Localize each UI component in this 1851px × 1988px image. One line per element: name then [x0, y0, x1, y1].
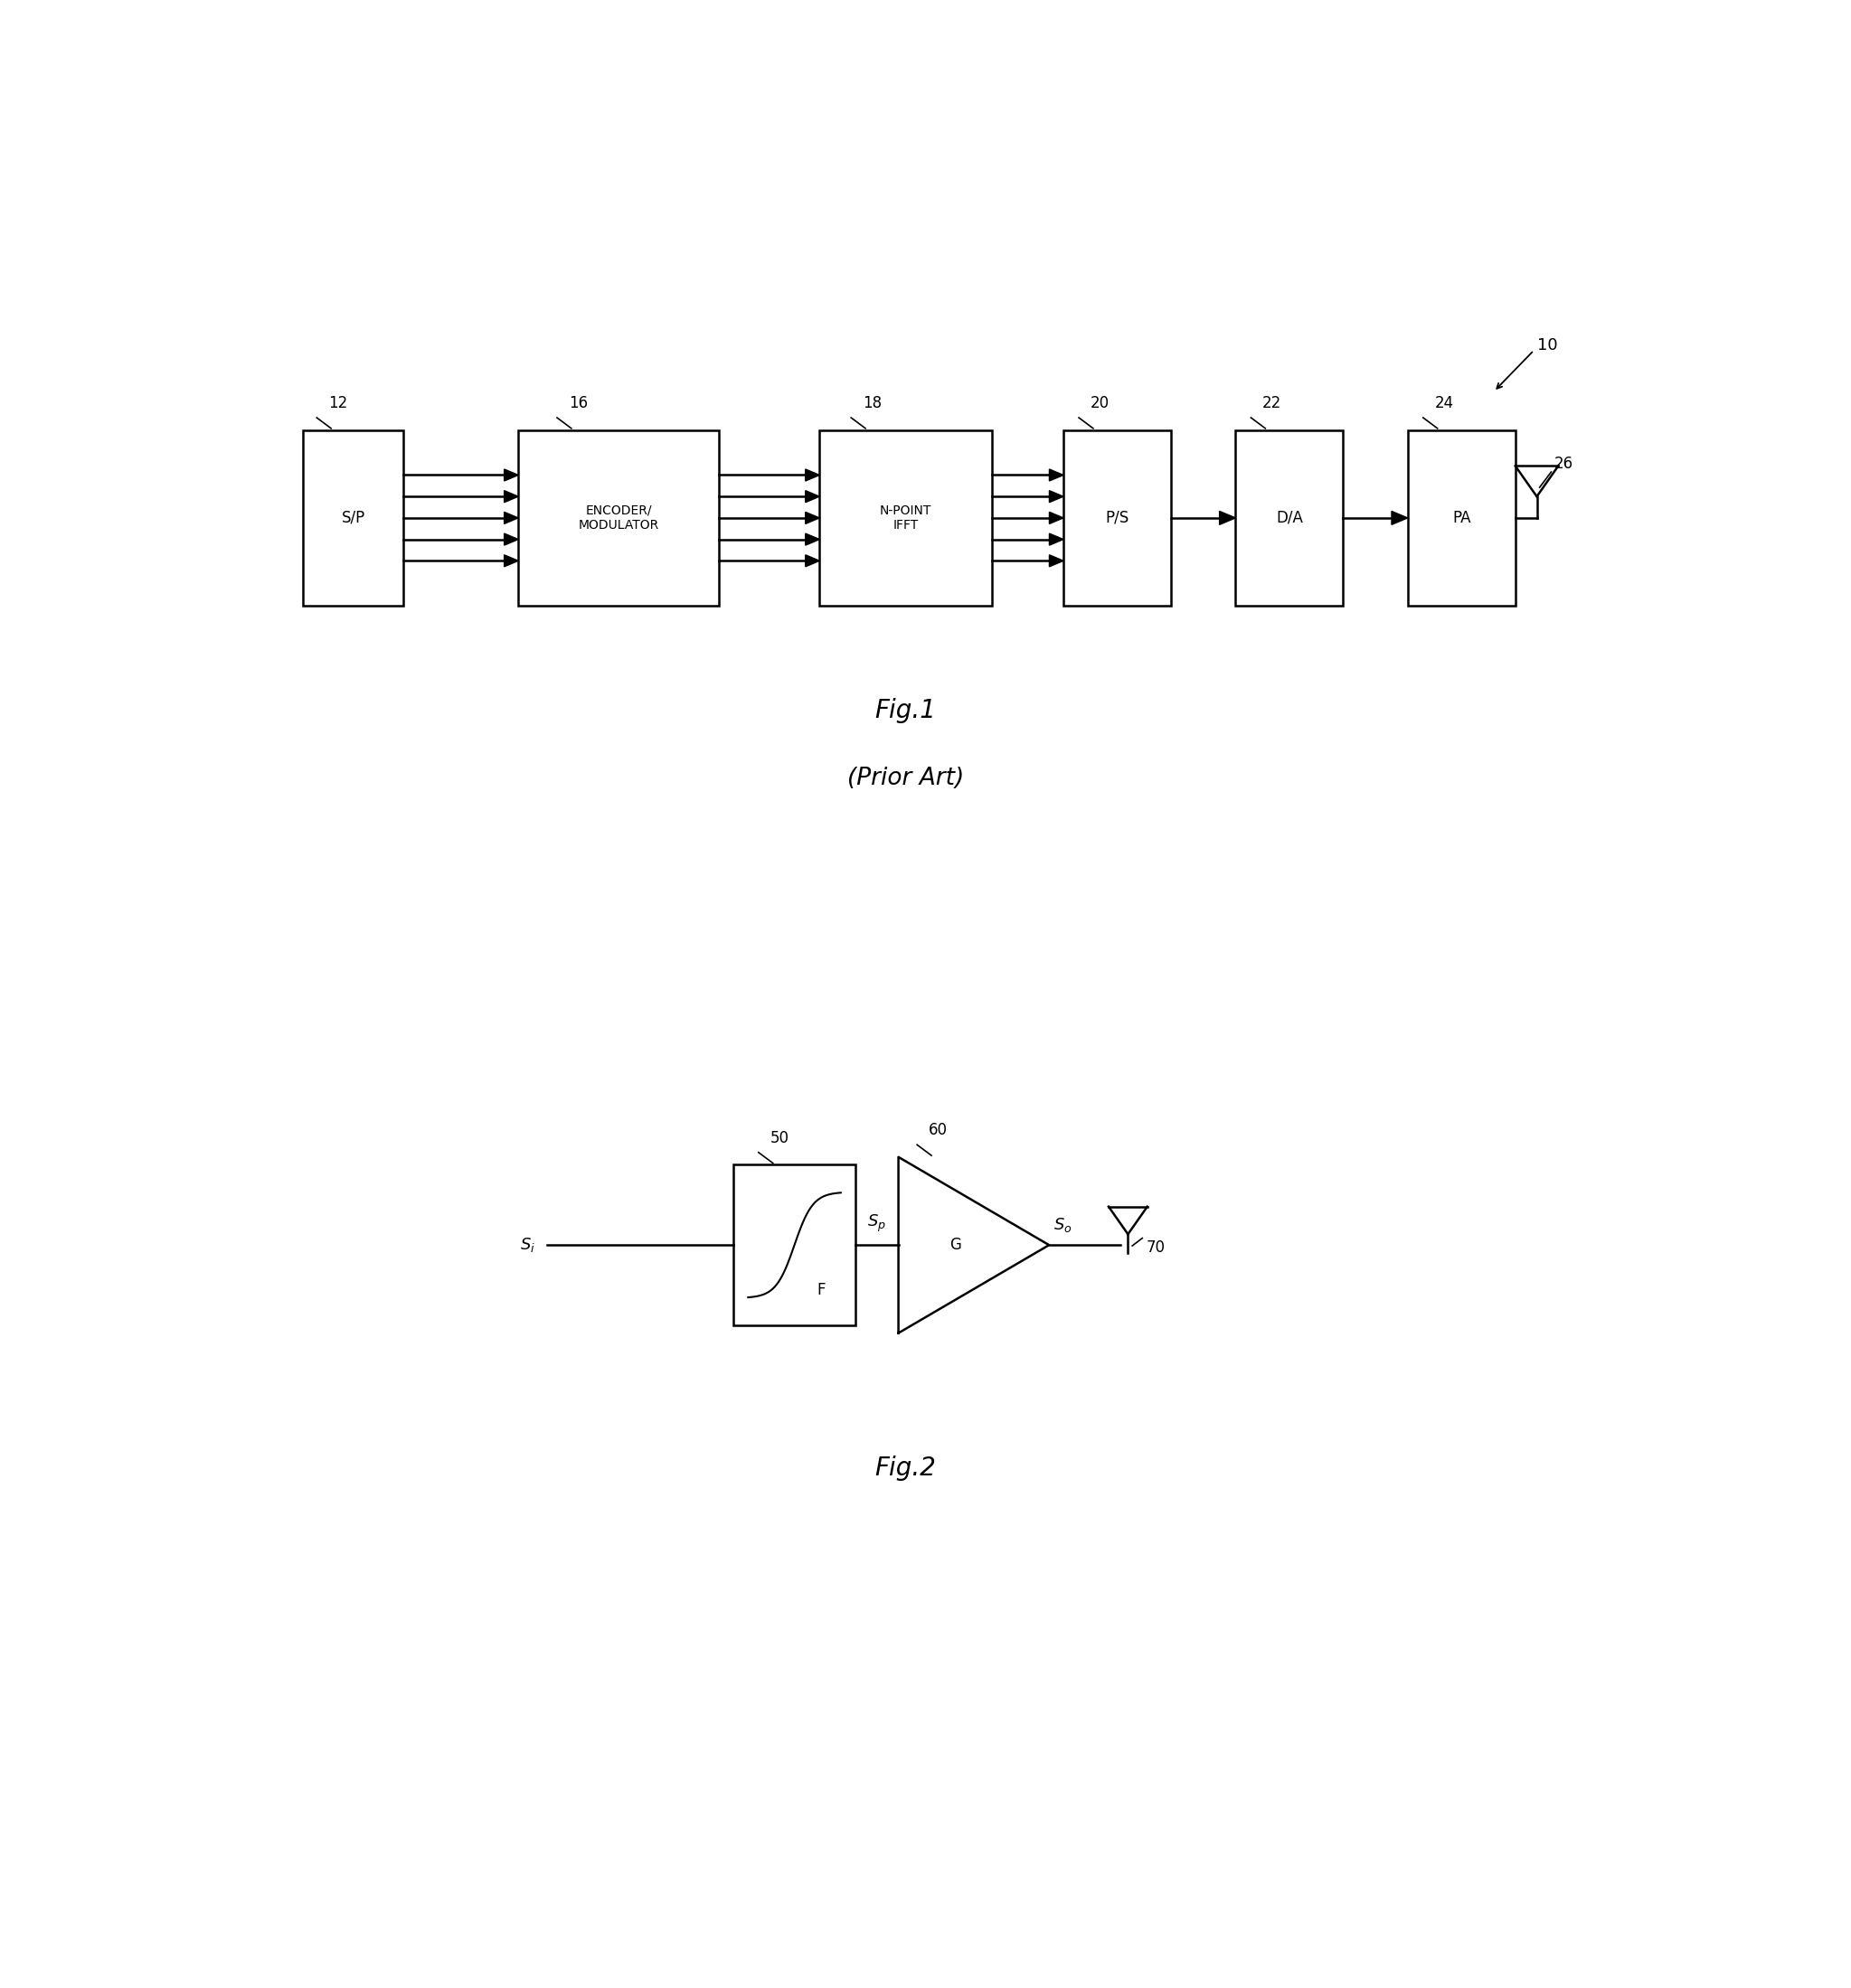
Text: ENCODER/
MODULATOR: ENCODER/ MODULATOR: [578, 505, 659, 531]
Text: 60: 60: [929, 1123, 948, 1139]
Text: 10: 10: [1536, 338, 1557, 354]
Polygon shape: [503, 469, 518, 481]
Polygon shape: [1050, 555, 1062, 567]
Text: 70: 70: [1146, 1239, 1166, 1256]
Text: 26: 26: [1555, 455, 1573, 471]
Text: G: G: [950, 1237, 961, 1252]
Bar: [820, 429, 992, 606]
Text: D/A: D/A: [1275, 509, 1303, 527]
Text: $S_p$: $S_p$: [868, 1213, 887, 1235]
Polygon shape: [1392, 511, 1407, 525]
Text: $S_i$: $S_i$: [520, 1237, 535, 1254]
Polygon shape: [1050, 469, 1062, 481]
Text: 24: 24: [1435, 396, 1453, 412]
Text: $S_o$: $S_o$: [1053, 1217, 1072, 1235]
Text: PA: PA: [1453, 509, 1472, 527]
Text: 20: 20: [1090, 396, 1109, 412]
Text: 18: 18: [863, 396, 881, 412]
Text: Fig.1: Fig.1: [876, 698, 937, 724]
Text: Fig.2: Fig.2: [876, 1455, 937, 1481]
Text: N-POINT
IFFT: N-POINT IFFT: [879, 505, 931, 531]
Polygon shape: [805, 491, 820, 503]
Text: F: F: [816, 1282, 826, 1298]
Polygon shape: [1050, 491, 1062, 503]
Polygon shape: [1050, 533, 1062, 545]
Polygon shape: [503, 513, 518, 523]
Text: 12: 12: [328, 396, 348, 412]
Polygon shape: [1220, 511, 1236, 525]
Polygon shape: [503, 491, 518, 503]
Bar: [1236, 429, 1344, 606]
Text: P/S: P/S: [1105, 509, 1129, 527]
Text: 50: 50: [770, 1129, 789, 1147]
Polygon shape: [805, 469, 820, 481]
Text: (Prior Art): (Prior Art): [848, 767, 964, 789]
Text: 16: 16: [568, 396, 587, 412]
Text: S/P: S/P: [341, 509, 365, 527]
Polygon shape: [1050, 513, 1062, 523]
Bar: [1062, 429, 1172, 606]
Polygon shape: [503, 555, 518, 567]
Polygon shape: [503, 533, 518, 545]
Bar: [1407, 429, 1516, 606]
Bar: [518, 429, 720, 606]
Bar: [304, 429, 404, 606]
Bar: [733, 1165, 855, 1326]
Text: 22: 22: [1262, 396, 1281, 412]
Polygon shape: [805, 533, 820, 545]
Polygon shape: [805, 555, 820, 567]
Polygon shape: [805, 513, 820, 523]
